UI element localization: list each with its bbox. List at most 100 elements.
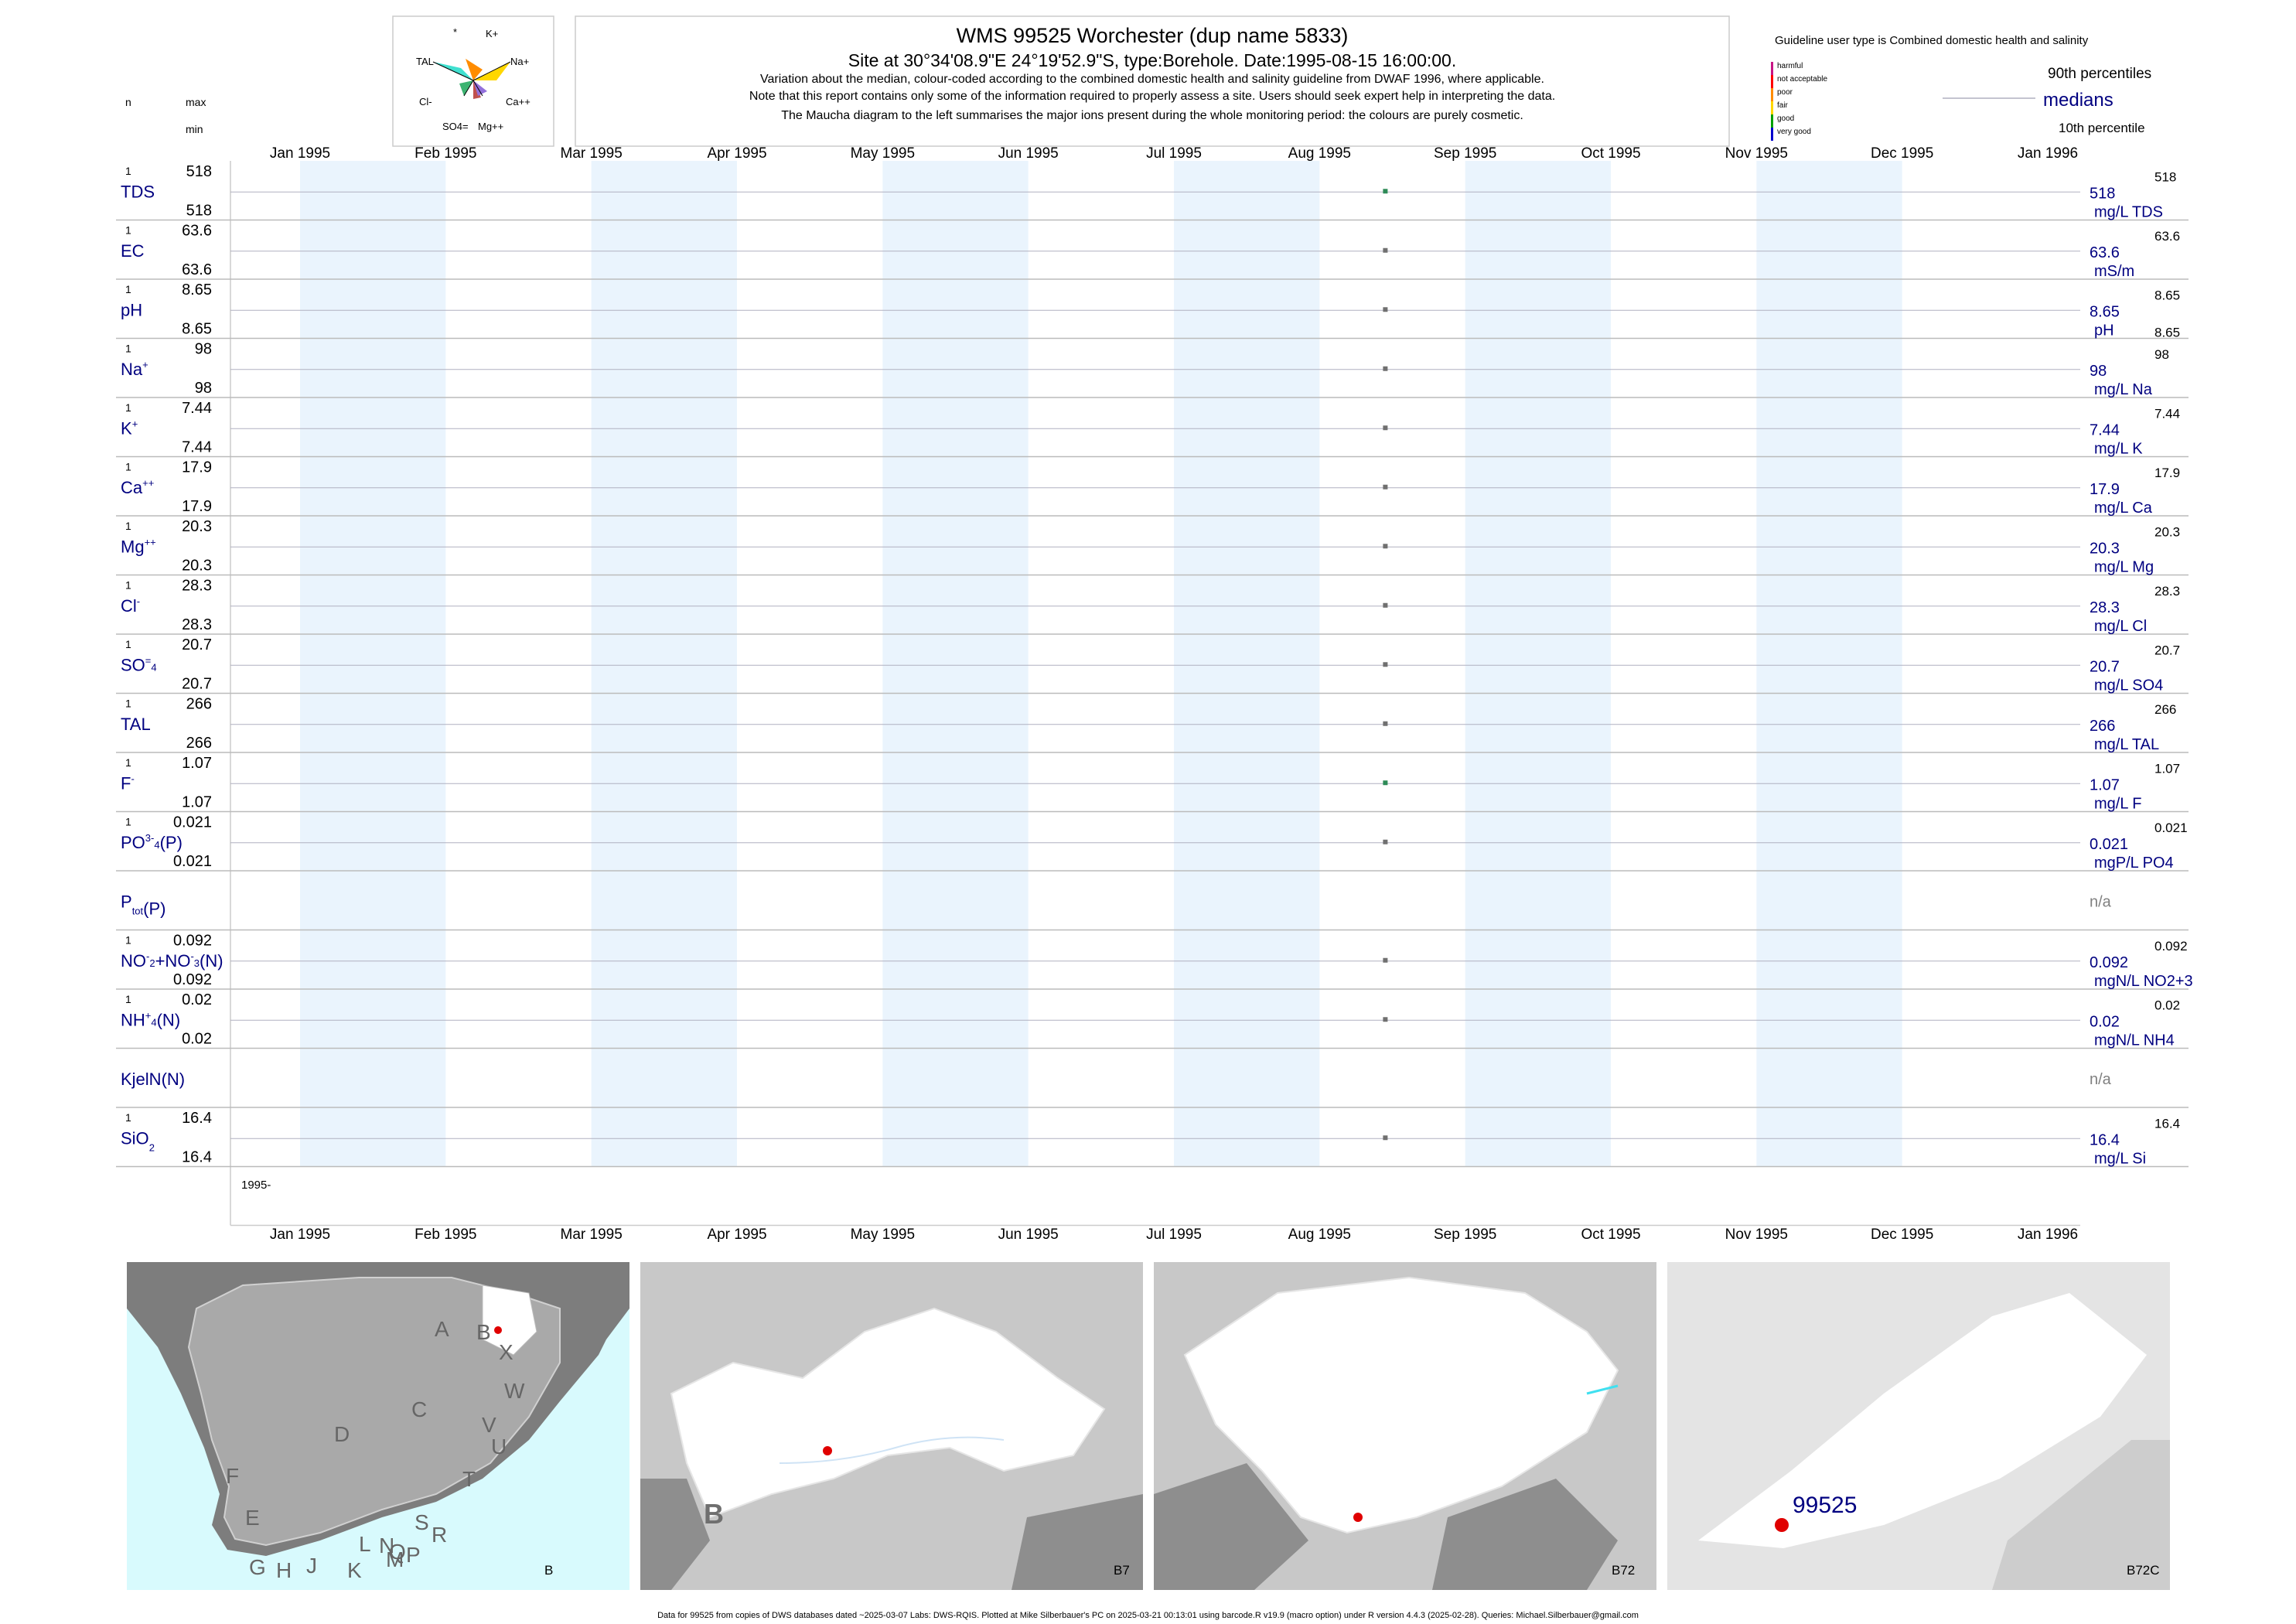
row-n: 1 — [125, 461, 131, 473]
parameter-name: Ptot(P) — [121, 892, 165, 918]
row-max: 266 — [186, 696, 212, 713]
month-tick-label: Jan 1996 — [2018, 1227, 2078, 1243]
row-p90: 17.9 — [2154, 466, 2180, 480]
row-median: 17.9 — [2090, 481, 2120, 498]
row-max: 0.092 — [173, 933, 212, 950]
legend-class-label: fair — [1777, 101, 1789, 110]
drainage-region-letter: C — [411, 1397, 427, 1421]
month-tick-label: Nov 1995 — [1725, 145, 1788, 162]
row-min: 20.3 — [182, 558, 212, 575]
row-min: 98 — [195, 380, 212, 397]
row-max: 20.7 — [182, 636, 212, 653]
row-min: 0.092 — [173, 971, 212, 988]
parameter-name: K+ — [121, 418, 138, 438]
row-min: 1.07 — [182, 794, 212, 811]
month-tick-label: Aug 1995 — [1288, 1227, 1351, 1243]
row-p90: 0.092 — [2154, 939, 2188, 954]
month-tick-label: Mar 1995 — [561, 145, 623, 162]
row-min: 17.9 — [182, 498, 212, 515]
row-median: 20.3 — [2090, 540, 2120, 557]
drainage-region-letter: H — [276, 1558, 292, 1582]
parameter-row: 1 16.4 16.4 SiO2 16.4 mg/L Si 16.4 — [116, 1110, 2189, 1168]
data-point — [1383, 602, 1388, 608]
month-tick-label: Jun 1995 — [998, 1227, 1059, 1243]
row-median: 63.6 — [2090, 244, 2120, 261]
parameter-row: 1 17.9 17.9 Ca++ 17.9 mg/L Ca 17.9 — [116, 459, 2189, 517]
map-region-b7: B B7 — [640, 1262, 1143, 1590]
site-marker — [823, 1446, 832, 1455]
row-max: 16.4 — [182, 1110, 212, 1127]
site-subtitle: Site at 30°34'08.9"E 24°19'52.9"S, type:… — [848, 50, 1456, 70]
drainage-region-letter: D — [334, 1422, 350, 1446]
row-unit: mg/L Si — [2094, 1150, 2146, 1167]
month-band — [300, 161, 446, 1167]
data-point — [1383, 839, 1388, 844]
month-band — [591, 161, 737, 1167]
data-point — [1383, 425, 1388, 431]
row-n: 1 — [125, 698, 131, 710]
row-p90: 518 — [2154, 169, 2176, 184]
row-p90: 28.3 — [2154, 584, 2180, 599]
row-max: 518 — [186, 163, 212, 180]
row-max: 8.65 — [182, 281, 212, 299]
row-p90: 63.6 — [2154, 229, 2180, 244]
map-region-b72: B72 — [1154, 1262, 1656, 1590]
footer-credits: Data for 99525 from copies of DWS databa… — [657, 1611, 1639, 1620]
drainage-region-letter: X — [499, 1340, 513, 1364]
parameter-name: PO3-4(P) — [121, 832, 183, 852]
row-unit: mg/L Cl — [2094, 618, 2147, 635]
month-tick-label: May 1995 — [851, 1227, 915, 1243]
note-line: Note that this report contains only some… — [749, 90, 1555, 103]
legend-swatch — [1771, 114, 1773, 128]
row-p90: 8.65 — [2154, 288, 2180, 302]
row-max: 28.3 — [182, 578, 212, 595]
map-panel-label: B72C — [2127, 1563, 2160, 1578]
region-letter: B — [704, 1498, 724, 1530]
legend-swatch — [1771, 88, 1773, 101]
parameter-name: TAL — [121, 715, 151, 734]
row-median: 0.092 — [2090, 954, 2128, 971]
maucha-k-segment — [466, 59, 483, 80]
legend-swatch — [1771, 75, 1773, 88]
row-median: 98 — [2090, 363, 2107, 380]
map-sub-b72c: 99525 B72C — [1667, 1262, 2170, 1590]
drainage-region-letter: A — [435, 1317, 449, 1341]
parameter-name: F- — [121, 773, 135, 793]
month-tick-label: Nov 1995 — [1725, 1227, 1788, 1243]
parameter-row: 1 8.65 8.65 pH 8.65 pH 8.65 8.65 — [116, 281, 2189, 339]
legend-class-label: very good — [1777, 128, 1811, 136]
row-n: 1 — [125, 520, 131, 532]
row-median: 28.3 — [2090, 599, 2120, 616]
row-n: 1 — [125, 283, 131, 295]
drainage-region-letter: M — [386, 1547, 404, 1571]
row-unit: mg/L SO4 — [2094, 677, 2163, 694]
row-n: 1 — [125, 401, 131, 414]
maucha-label: K+ — [486, 28, 498, 39]
drainage-region-letter: L — [359, 1532, 371, 1556]
drainage-region-letter: T — [462, 1467, 476, 1491]
parameter-name: SiO2 — [121, 1128, 155, 1153]
row-median: 0.02 — [2090, 1013, 2120, 1030]
site-marker — [1353, 1513, 1363, 1522]
row-n: 1 — [125, 934, 131, 947]
data-point — [1383, 484, 1388, 490]
parameter-name: NH+4(N) — [121, 1009, 180, 1029]
month-tick-label: Mar 1995 — [561, 1227, 623, 1243]
month-tick-label: Jul 1995 — [1146, 1227, 1202, 1243]
month-tick-label: Apr 1995 — [707, 1227, 766, 1243]
row-unit: mg/L Mg — [2094, 558, 2154, 575]
row-unit: mg/L Na — [2094, 381, 2153, 398]
drainage-region-letter: E — [245, 1506, 260, 1530]
parameter-name: SO=4 — [121, 654, 157, 674]
row-min: 0.021 — [173, 853, 212, 870]
drainage-region-letter: J — [306, 1554, 317, 1578]
maucha-cl-segment — [459, 80, 473, 96]
row-min: 8.65 — [182, 321, 212, 338]
row-n: 1 — [125, 165, 131, 177]
month-tick-label: Feb 1995 — [415, 145, 476, 162]
max-header: max — [186, 96, 206, 108]
parameter-row: Ptot(P) n/a — [116, 892, 2189, 931]
page-title: WMS 99525 Worchester (dup name 5833) — [957, 24, 1349, 47]
